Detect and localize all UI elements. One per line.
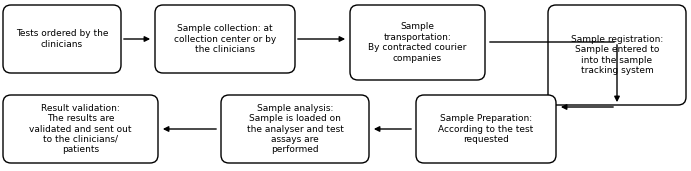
Text: Sample
transportation:
By contracted courier
companies: Sample transportation: By contracted cou… <box>368 22 466 63</box>
Text: Sample collection: at
collection center or by
the clinicians: Sample collection: at collection center … <box>174 24 276 54</box>
FancyBboxPatch shape <box>548 5 686 105</box>
FancyBboxPatch shape <box>155 5 295 73</box>
Text: Sample registration:
Sample entered to
into the sample
tracking system: Sample registration: Sample entered to i… <box>571 35 663 75</box>
Text: Tests ordered by the
clinicians: Tests ordered by the clinicians <box>16 29 108 49</box>
Text: Sample analysis:
Sample is loaded on
the analyser and test
assays are
performed: Sample analysis: Sample is loaded on the… <box>247 104 343 154</box>
FancyBboxPatch shape <box>3 95 158 163</box>
Text: Sample Preparation:
According to the test
requested: Sample Preparation: According to the tes… <box>438 114 533 144</box>
FancyBboxPatch shape <box>3 5 121 73</box>
FancyBboxPatch shape <box>221 95 369 163</box>
FancyBboxPatch shape <box>350 5 485 80</box>
FancyBboxPatch shape <box>416 95 556 163</box>
Text: Result validation:
The results are
validated and sent out
to the clinicians/
pat: Result validation: The results are valid… <box>29 104 132 154</box>
